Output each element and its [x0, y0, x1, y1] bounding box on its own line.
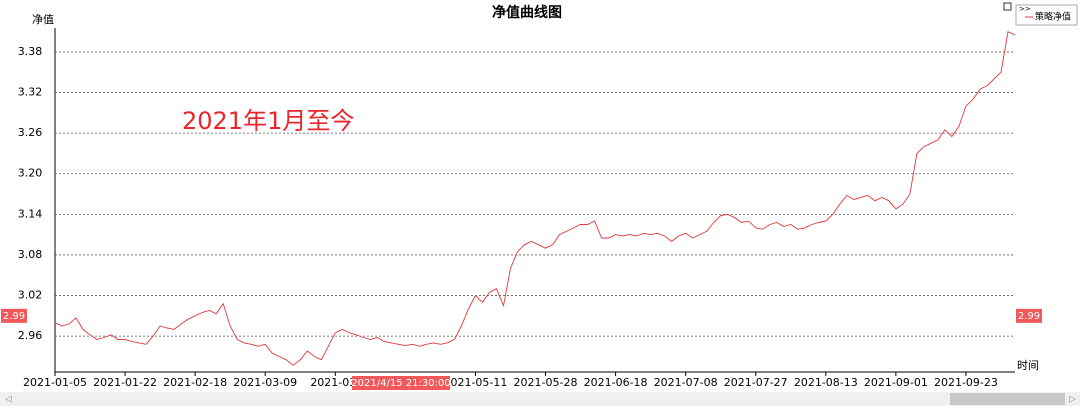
- x-tick-label: 2021-05-11: [443, 376, 507, 389]
- y-tick-label: 3.20: [18, 167, 43, 180]
- crosshair-value: 2.99: [1018, 311, 1040, 322]
- x-tick-label: 2021-01-22: [93, 376, 157, 389]
- x-tick-label: 2021-07-27: [724, 376, 788, 389]
- legend-label[interactable]: 策略净值: [1035, 11, 1071, 23]
- crosshair-value: 2.99: [3, 311, 25, 322]
- x-tick-label: 2021-06-18: [584, 376, 648, 389]
- scrollbar[interactable]: [0, 392, 1080, 406]
- y-tick-label: 3.26: [18, 126, 43, 139]
- legend-box: [1015, 4, 1078, 26]
- x-tick-label: 2021-03-09: [233, 376, 297, 389]
- plot: 2.96 3.02 3.08 3.14 3.20 3.26 3.32 3.38 2021-01-…: [1, 31, 1042, 390]
- x-tick-label: 2021-07-08: [654, 376, 718, 389]
- x-tick-label: 2021-08-13: [794, 376, 858, 389]
- crosshair-x-box: [352, 376, 450, 390]
- x-axis-label: 时间: [1017, 359, 1039, 372]
- y-axis-label: 净值: [32, 12, 54, 26]
- x-tick-label: 2021-01-05: [23, 376, 87, 389]
- x-tick-label: 2021-09-23: [934, 376, 998, 389]
- nav-line: [54, 31, 1016, 366]
- maximize-box[interactable]: [1003, 2, 1012, 11]
- crosshair-value-box: [1, 308, 27, 323]
- chart-title: 净值曲线图: [492, 4, 562, 21]
- y-tick-label: 3.14: [18, 207, 43, 220]
- legend-toggle[interactable]: >>: [1019, 5, 1031, 13]
- y-tick-label: 3.32: [18, 86, 43, 99]
- crosshair-value-box: [1016, 308, 1042, 323]
- annotation: 2021年1月至今: [182, 107, 354, 135]
- x-tick-label: 2021-02-18: [163, 376, 227, 389]
- y-tick-label: 2.96: [18, 329, 43, 342]
- y-tick-label: 3.38: [18, 45, 43, 58]
- x-tick-label: 2021-09-01: [864, 376, 928, 389]
- y-tick-label: 3.02: [18, 289, 43, 302]
- scroll-left[interactable]: ◁: [5, 395, 12, 405]
- scroll-right[interactable]: ▷: [1069, 395, 1076, 405]
- y-tick-label: 3.08: [18, 248, 43, 261]
- crosshair-x-label: 2021/4/15 21:30:00: [351, 378, 450, 389]
- scroll-thumb[interactable]: [950, 393, 1065, 405]
- x-tick-label: 2021-05-28: [514, 376, 578, 389]
- x-tick-label: 2021-03-: [310, 376, 360, 389]
